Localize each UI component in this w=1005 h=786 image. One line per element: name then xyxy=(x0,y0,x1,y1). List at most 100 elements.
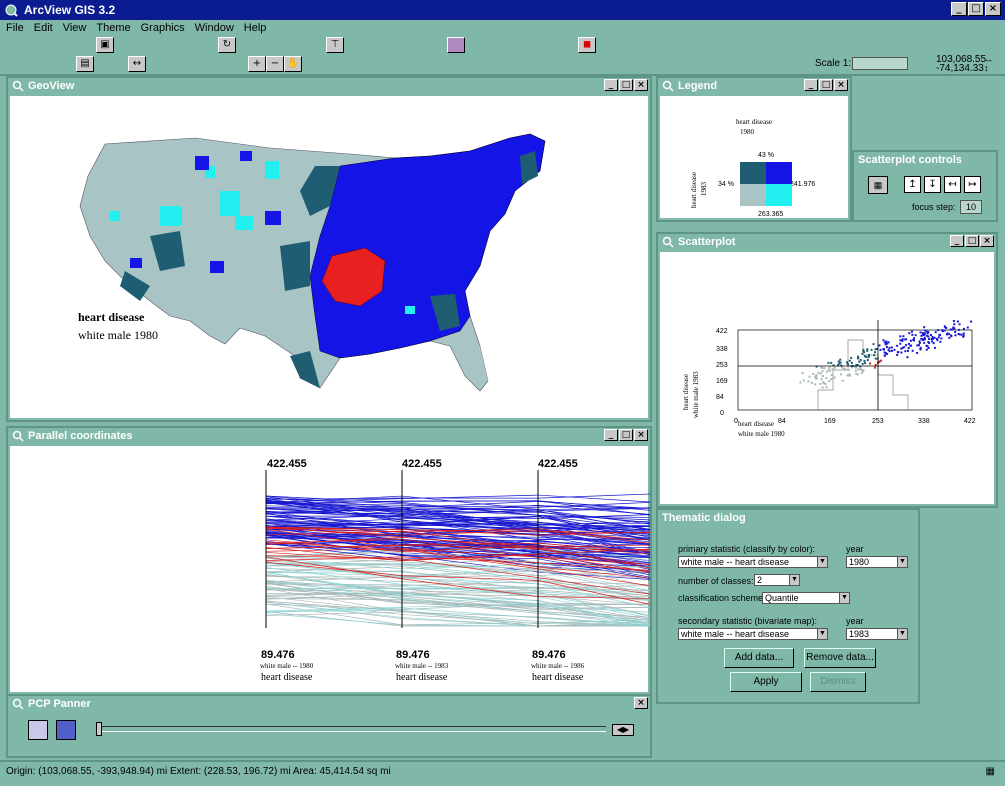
scatter-point xyxy=(837,360,840,363)
pcp-line xyxy=(265,547,651,572)
legend-top-pct: 43 % xyxy=(758,152,774,159)
close-button[interactable]: × xyxy=(985,2,1001,16)
scatterplot-body[interactable]: 422 338 253 169 84 0 0 84 169 253 338 42… xyxy=(660,252,994,504)
close-button[interactable]: × xyxy=(634,429,648,441)
minimize-button[interactable]: _ xyxy=(951,2,967,16)
scatter-point xyxy=(896,344,899,347)
scatter-ylabel: heart disease xyxy=(682,374,690,410)
refresh-icon[interactable]: ↻ xyxy=(218,37,236,53)
menu-help[interactable]: Help xyxy=(243,22,267,34)
scatter-point xyxy=(957,328,960,331)
menu-edit[interactable]: Edit xyxy=(33,22,53,34)
menu-graphics[interactable]: Graphics xyxy=(140,22,185,34)
scatter-point xyxy=(832,364,835,367)
primary-statistic-select[interactable]: white male -- heart disease ▼ xyxy=(678,556,828,568)
minimize-button[interactable]: _ xyxy=(950,235,964,247)
step-right-button[interactable]: ↦ xyxy=(964,176,981,193)
add-data-button[interactable]: Add data... xyxy=(724,648,794,668)
scatterplot-chart[interactable] xyxy=(660,252,996,506)
step-up-button[interactable]: ↥ xyxy=(904,176,921,193)
parallel-coordinates-plot[interactable] xyxy=(10,446,651,694)
pcp-line xyxy=(265,526,651,566)
minimize-button[interactable]: _ xyxy=(604,79,618,91)
chart-icon[interactable]: ⊤ xyxy=(326,37,344,53)
pan-horizontal-icon[interactable]: ↔ xyxy=(128,56,146,72)
scatter-point xyxy=(927,330,930,333)
scatter-point xyxy=(966,326,969,329)
pcp-line xyxy=(265,548,651,561)
calendar-icon[interactable]: ▦ xyxy=(868,176,888,194)
scale-input[interactable] xyxy=(852,57,908,70)
minimize-button[interactable]: _ xyxy=(604,429,618,441)
hand-icon[interactable]: ✋ xyxy=(284,56,302,72)
scatter-point xyxy=(828,369,831,372)
menu-window[interactable]: Window xyxy=(194,22,234,34)
scatter-xlabel: heart disease xyxy=(738,420,774,428)
year1-select[interactable]: 1980 ▼ xyxy=(846,556,908,568)
scatter-point xyxy=(827,368,830,371)
scatter-point xyxy=(926,334,929,337)
scatter-point xyxy=(887,348,890,351)
panner-table-icon[interactable] xyxy=(28,720,48,740)
geoview-canvas[interactable]: heart disease white male 1980 xyxy=(10,96,648,418)
scatter-point xyxy=(953,327,956,330)
scatter-point xyxy=(935,337,938,340)
panner-slider-thumb[interactable] xyxy=(96,722,102,736)
panner-scroll-arrows[interactable]: ◀▶ xyxy=(612,724,634,736)
scatter-point xyxy=(814,383,817,386)
scatter-point xyxy=(919,346,922,349)
maximize-button[interactable]: □ xyxy=(619,79,633,91)
scatter-point xyxy=(819,382,822,385)
dismiss-button[interactable]: Dismiss xyxy=(810,672,866,692)
scatter-point xyxy=(909,339,912,342)
parallel-coordinates-canvas[interactable]: 422.455 422.455 422.455 89.476 89.476 89… xyxy=(10,446,651,694)
panner-slider-track[interactable] xyxy=(96,726,606,732)
legend-heading: heart disease xyxy=(736,118,772,126)
scatter-point xyxy=(823,382,826,385)
scatter-point xyxy=(949,328,952,331)
save-icon[interactable]: ▣ xyxy=(96,37,114,53)
scatter-point xyxy=(841,379,844,382)
maximize-button[interactable]: □ xyxy=(619,429,633,441)
maximize-button[interactable]: □ xyxy=(965,235,979,247)
script-icon[interactable]: ◼ xyxy=(578,37,596,53)
menu-file[interactable]: File xyxy=(6,22,24,34)
step-down-button[interactable]: ↧ xyxy=(924,176,941,193)
scatter-point xyxy=(910,330,913,333)
scatter-point xyxy=(901,338,904,341)
close-button[interactable]: × xyxy=(980,235,994,247)
classes-select[interactable]: 2 ▼ xyxy=(754,574,800,586)
scatter-point xyxy=(822,381,825,384)
scatter-point xyxy=(912,338,915,341)
step-left-button[interactable]: ↤ xyxy=(944,176,961,193)
close-button[interactable]: × xyxy=(834,79,848,91)
table-icon[interactable]: ▤ xyxy=(76,56,94,72)
year2-select[interactable]: 1983 ▼ xyxy=(846,628,908,640)
focus-step-input[interactable]: 10 xyxy=(960,200,982,214)
panner-export-icon[interactable] xyxy=(56,720,76,740)
close-button[interactable]: × xyxy=(634,697,648,709)
scatter-point xyxy=(941,330,944,333)
scatter-point xyxy=(901,340,904,343)
layout-icon[interactable] xyxy=(447,37,465,53)
zoom-out-icon[interactable]: − xyxy=(266,56,284,72)
scatter-point xyxy=(951,328,954,331)
maximize-button[interactable]: □ xyxy=(819,79,833,91)
axis2-min: 89.476 xyxy=(396,649,430,661)
menu-theme[interactable]: Theme xyxy=(96,22,131,34)
axis1-name: heart disease xyxy=(261,672,313,683)
scatter-point xyxy=(830,374,833,377)
thematic-dialog-titlebar: Thematic dialog xyxy=(658,510,918,526)
secondary-statistic-select[interactable]: white male -- heart disease ▼ xyxy=(678,628,828,640)
remove-data-button[interactable]: Remove data... xyxy=(804,648,876,668)
apply-button[interactable]: Apply xyxy=(730,672,802,692)
scheme-select[interactable]: Quantile ▼ xyxy=(762,592,850,604)
scatter-point xyxy=(899,342,902,345)
close-button[interactable]: × xyxy=(634,79,648,91)
scatter-point xyxy=(886,352,889,355)
menu-view[interactable]: View xyxy=(62,22,87,34)
maximize-button[interactable]: □ xyxy=(968,2,984,16)
zoom-in-icon[interactable]: + xyxy=(248,56,266,72)
us-county-map[interactable] xyxy=(10,96,650,420)
minimize-button[interactable]: _ xyxy=(804,79,818,91)
